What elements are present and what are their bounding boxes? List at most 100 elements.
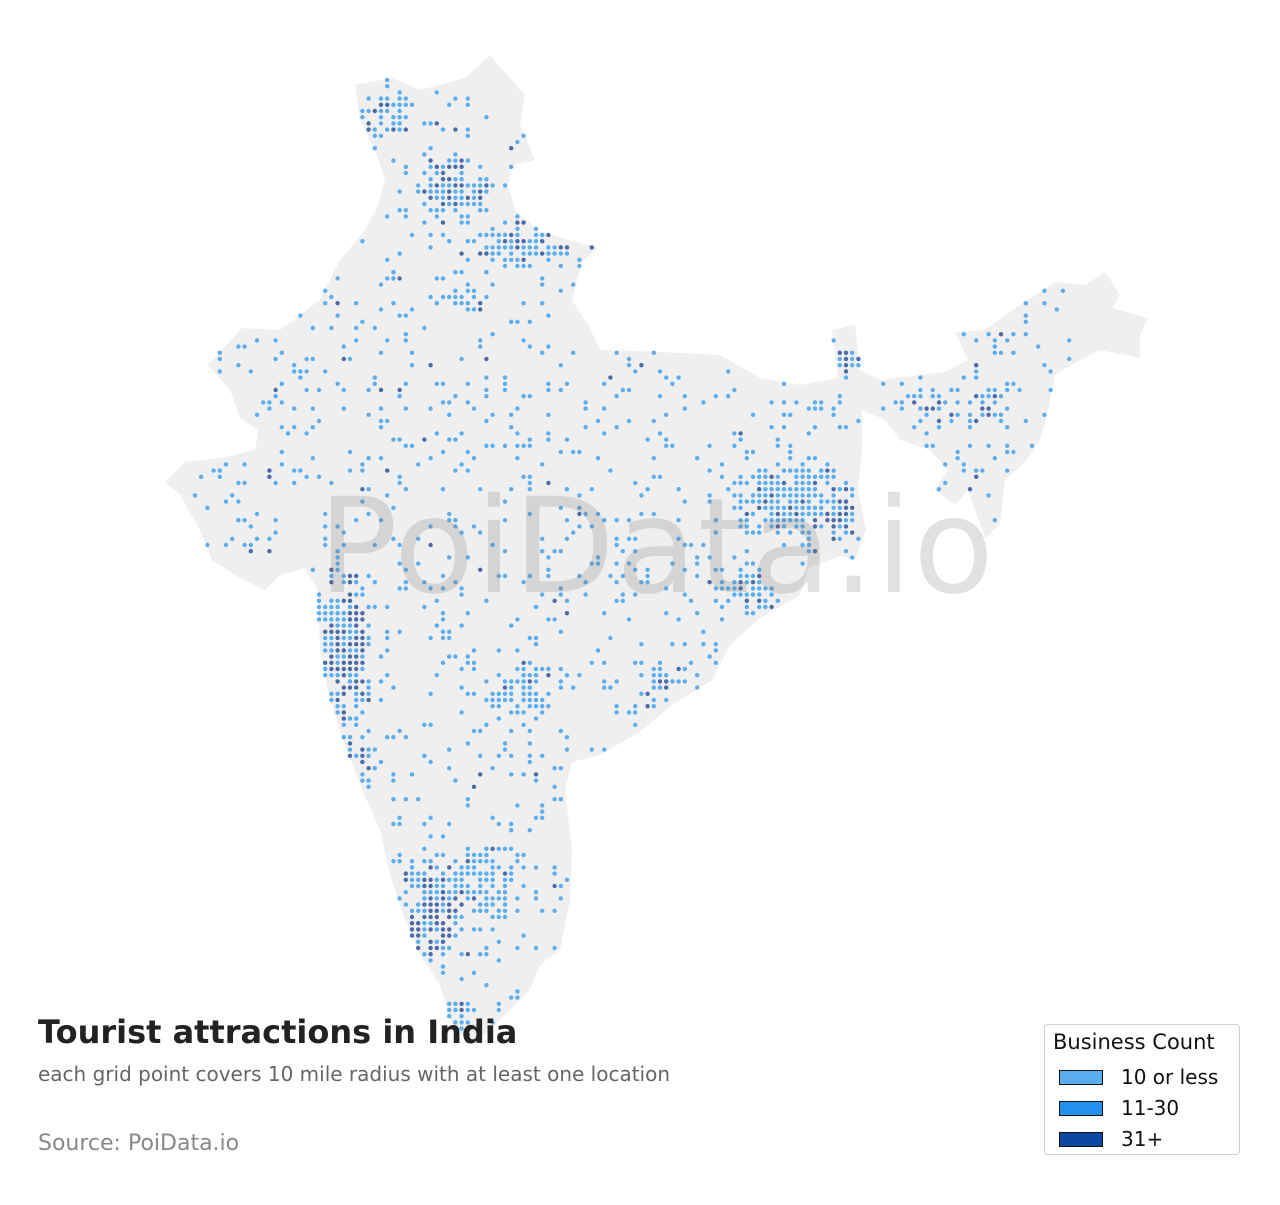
grid-dot — [453, 896, 458, 901]
grid-dot — [527, 691, 532, 696]
grid-dot — [850, 530, 855, 535]
grid-dot — [409, 927, 415, 932]
grid-dot — [397, 728, 402, 734]
grid-dot — [788, 493, 793, 498]
grid-dot — [595, 511, 601, 517]
grid-dot — [540, 803, 545, 808]
grid-dot — [930, 406, 935, 411]
grid-dot — [285, 431, 291, 436]
grid-dot — [329, 654, 334, 659]
grid-dot — [781, 412, 787, 417]
grid-dot — [459, 592, 464, 597]
grid-dot — [509, 728, 514, 734]
grid-dot — [843, 530, 849, 535]
grid-dot — [967, 487, 973, 492]
grid-dot — [267, 400, 272, 405]
grid-dot — [428, 877, 433, 882]
grid-dot — [428, 406, 433, 411]
grid-dot — [1011, 350, 1016, 355]
grid-dot — [378, 418, 384, 424]
grid-dot — [726, 586, 731, 591]
grid-dot — [812, 505, 818, 510]
grid-dot — [335, 561, 340, 566]
grid-dot — [471, 294, 477, 300]
grid-dot — [707, 499, 712, 504]
grid-dot — [490, 815, 495, 820]
grid-dot — [397, 394, 402, 399]
grid-dot — [372, 108, 377, 114]
grid-dot — [453, 1007, 458, 1013]
grid-dot — [502, 747, 508, 752]
grid-dot — [440, 220, 446, 225]
grid-dot — [471, 890, 477, 895]
grid-dot — [267, 474, 272, 479]
grid-dot — [806, 530, 811, 535]
grid-dot — [527, 741, 532, 746]
grid-dot — [800, 524, 805, 529]
grid-dot — [347, 654, 353, 659]
grid-dot — [533, 896, 539, 901]
grid-dot — [664, 685, 669, 690]
grid-dot — [1005, 425, 1010, 430]
grid-dot — [496, 239, 501, 244]
grid-dot — [837, 394, 842, 399]
grid-dot — [502, 877, 508, 882]
grid-dot — [428, 158, 433, 163]
grid-dot — [558, 629, 563, 634]
grid-dot — [223, 542, 229, 548]
grid-dot — [509, 487, 514, 492]
grid-dot — [335, 567, 340, 572]
grid-dot — [800, 505, 805, 510]
grid-dot — [490, 896, 495, 901]
grid-dot — [775, 493, 780, 498]
grid-dot — [434, 908, 439, 913]
grid-dot — [341, 387, 346, 393]
grid-dot — [403, 96, 408, 101]
grid-dot — [552, 865, 557, 870]
grid-dot — [651, 350, 656, 355]
grid-dot — [397, 189, 402, 194]
grid-dot — [639, 673, 644, 678]
grid-dot — [465, 195, 470, 200]
grid-dot — [974, 474, 979, 479]
grid-dot — [335, 611, 340, 616]
grid-dot — [453, 127, 458, 132]
grid-dot — [527, 573, 532, 579]
grid-dot — [230, 493, 235, 498]
grid-dot — [645, 437, 650, 442]
grid-dot — [484, 183, 489, 188]
grid-dot — [670, 679, 675, 684]
grid-dot — [428, 232, 433, 238]
grid-dot — [657, 394, 663, 399]
grid-dot — [992, 344, 997, 349]
grid-dot — [465, 741, 470, 746]
grid-dot — [496, 908, 501, 913]
grid-dot — [341, 580, 346, 585]
grid-dot — [626, 518, 632, 523]
grid-dot — [781, 468, 787, 473]
grid-dot — [843, 375, 849, 380]
grid-dot — [577, 524, 582, 529]
grid-dot — [589, 245, 594, 250]
grid-dot — [794, 493, 799, 498]
grid-dot — [775, 524, 780, 529]
grid-dot — [434, 431, 439, 436]
grid-dot — [316, 604, 322, 610]
grid-dot — [465, 127, 470, 132]
grid-dot — [440, 629, 446, 634]
grid-dot — [664, 673, 669, 678]
grid-dot — [416, 871, 421, 876]
grid-dot — [1011, 381, 1016, 386]
grid-dot — [577, 263, 582, 269]
grid-dot — [354, 518, 359, 523]
grid-dot — [267, 406, 272, 411]
grid-dot — [651, 673, 656, 678]
grid-dot — [509, 697, 514, 703]
grid-dot — [254, 412, 260, 417]
grid-dot — [682, 499, 687, 504]
grid-dot — [521, 697, 526, 703]
grid-dot — [397, 115, 402, 120]
grid-dot — [707, 654, 712, 659]
grid-dot — [360, 592, 365, 597]
grid-dot — [471, 406, 477, 411]
